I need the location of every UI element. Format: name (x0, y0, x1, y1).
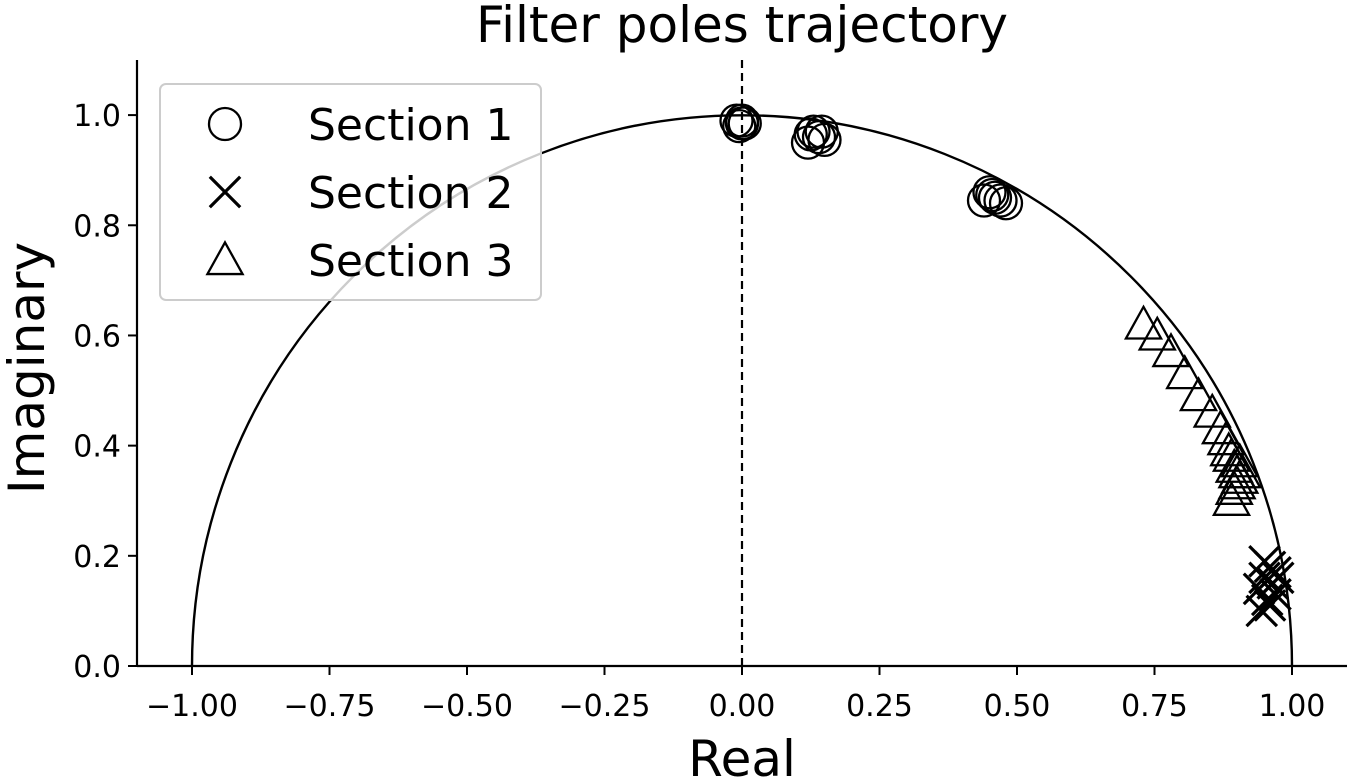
x-tick-label: 1.00 (1259, 689, 1326, 724)
pole-triangle-marker (1123, 304, 1164, 340)
pole-x-marker (1253, 589, 1287, 622)
series-section-2 (1242, 544, 1295, 628)
legend-label: Section 1 (308, 100, 513, 151)
pole-circle-marker (796, 114, 831, 149)
pole-triangle-marker (1165, 354, 1205, 390)
pole-circle-marker (722, 108, 757, 144)
pole-triangle-marker (1211, 480, 1252, 516)
x-axis-label: Real (688, 730, 796, 778)
y-tick-label: 0.0 (73, 650, 121, 685)
x-tick-label: 0.50 (984, 689, 1051, 724)
legend-circle-icon (207, 106, 243, 142)
y-tick-label: 0.4 (73, 430, 121, 465)
legend: Section 1 Section 2 Section 3 (159, 83, 542, 301)
legend-x-icon (208, 175, 242, 209)
pole-circle-marker (804, 114, 839, 149)
y-tick-label: 0.6 (73, 319, 121, 354)
x-tick-label: 0.25 (846, 689, 913, 724)
pole-circle-marker (983, 183, 1018, 218)
pole-x-marker (1245, 594, 1279, 628)
series-section-1 (719, 103, 1024, 221)
y-tick-label: 0.2 (73, 540, 121, 575)
pole-x-marker (1261, 561, 1295, 595)
pole-circle-marker (966, 183, 1002, 218)
legend-frame (159, 83, 542, 301)
series-section-3 (1123, 304, 1263, 516)
pole-triangle-marker (1178, 376, 1219, 412)
pole-circle-marker (793, 117, 828, 152)
x-tick-label: −0.25 (559, 689, 651, 724)
pole-triangle-marker (1211, 436, 1252, 472)
reference-lines (190, 60, 1294, 667)
pole-circle-marker (975, 177, 1010, 213)
y-tick-label: 0.8 (73, 209, 121, 244)
chart-title: Filter poles trajectory (476, 0, 1008, 54)
pole-circle-marker (972, 175, 1007, 210)
pole-circle-marker (727, 106, 762, 141)
pole-x-marker (1248, 544, 1281, 578)
x-tick-label: 0.00 (709, 689, 776, 724)
legend-label: Section 3 (308, 236, 513, 287)
pole-triangle-marker (1222, 453, 1263, 489)
legend-label: Section 2 (308, 168, 513, 219)
x-tick-label: −0.75 (284, 689, 376, 724)
y-ticks: 0.0 0.2 0.4 0.6 0.8 1.0 (73, 99, 137, 685)
x-ticks: −1.00 −0.75 −0.50 −0.25 0.00 0.25 0.50 0.75 1.00 (146, 666, 1325, 724)
pole-circle-marker (724, 103, 760, 138)
pole-triangle-marker (1137, 315, 1177, 351)
data-points (719, 103, 1295, 628)
x-tick-label: 0.75 (1121, 689, 1188, 724)
pole-triangle-marker (1220, 442, 1260, 478)
pole-triangle-marker (1206, 420, 1246, 456)
y-axis-label: Imaginary (0, 242, 56, 494)
legend-items: Section 1 Section 2 Section 3 (205, 100, 513, 287)
y-tick-label: 1.0 (73, 99, 121, 134)
x-tick-label: −0.50 (421, 689, 513, 724)
x-tick-label: −1.00 (146, 689, 238, 724)
legend-triangle-icon (205, 240, 245, 276)
pole-triangle-marker (1151, 332, 1191, 368)
